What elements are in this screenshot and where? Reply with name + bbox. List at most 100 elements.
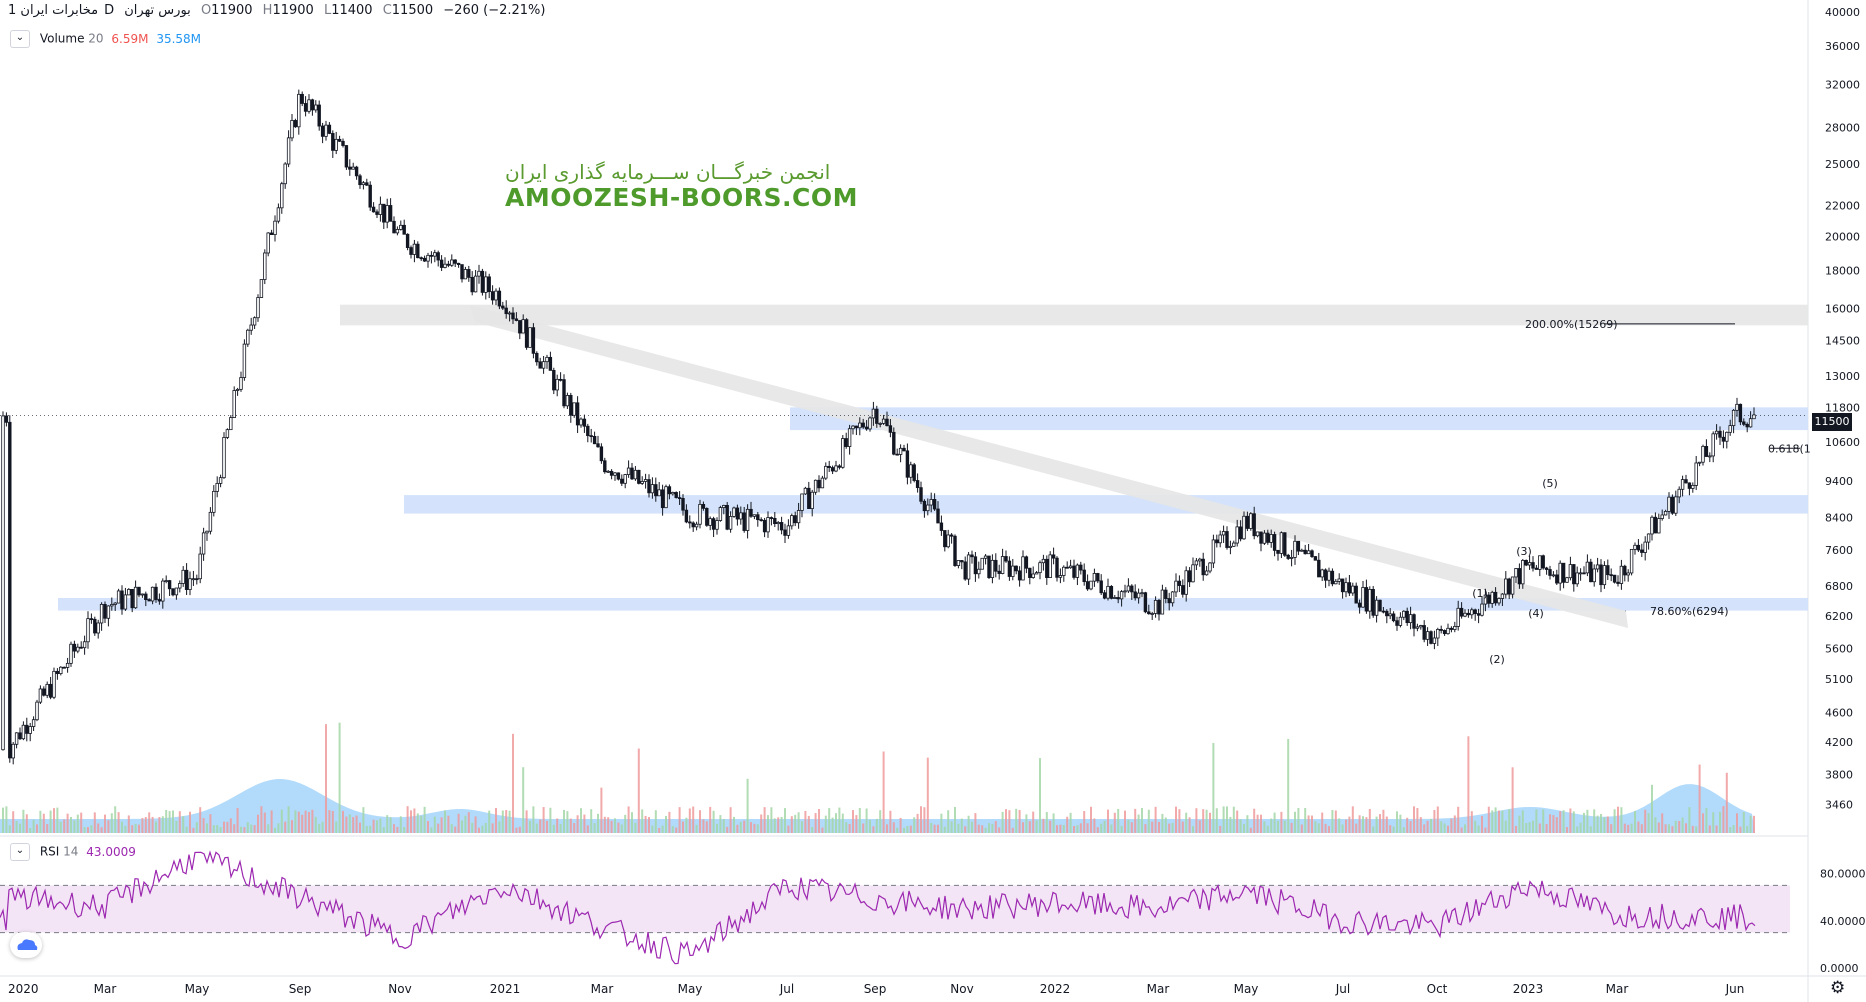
volume-bar [1382, 809, 1385, 833]
volume-bar [1294, 811, 1296, 833]
rsi-line [0, 850, 1756, 965]
candle-body [225, 429, 230, 438]
volume-bar [297, 811, 300, 833]
volume-bar [586, 825, 589, 833]
volume-bar [529, 820, 531, 833]
candle-body [154, 586, 158, 600]
candle-body [351, 166, 355, 170]
candle-body [895, 453, 899, 456]
volume-bar [19, 823, 21, 833]
volume-bar [1443, 823, 1446, 833]
candle-body [402, 224, 406, 235]
candle-body [1327, 570, 1331, 581]
volume-bar [1528, 822, 1531, 833]
volume-name[interactable]: Volume [39, 31, 85, 46]
volume-bar [1086, 823, 1089, 833]
volume-value-2: 35.58M [156, 31, 202, 46]
volume-bar [240, 826, 242, 833]
volume-bar [569, 818, 572, 833]
volume-bar [1494, 807, 1497, 833]
volume-bar [1668, 824, 1670, 833]
volume-bar [1739, 826, 1742, 833]
volume-bar [1212, 743, 1215, 833]
volume-bar [1379, 814, 1381, 833]
volume-bar [648, 817, 650, 833]
time-tick-label: Nov [950, 982, 973, 996]
volume-bar [746, 778, 749, 833]
candle-body [711, 518, 716, 530]
candle-body [1279, 532, 1284, 554]
candle-body [548, 356, 553, 371]
volume-bar [36, 824, 38, 833]
candle-body [45, 683, 49, 696]
volume-bar [682, 821, 684, 833]
rsi-name[interactable]: RSI [39, 844, 60, 859]
volume-bar [903, 827, 905, 833]
candle-body [1000, 556, 1005, 574]
exchange-name: بورس تهران [124, 3, 191, 18]
candle-body [864, 426, 869, 430]
candle-body [953, 535, 957, 566]
time-tick-label: 2021 [490, 982, 521, 996]
candle-body [31, 719, 36, 727]
candle-body [1065, 566, 1069, 569]
volume-bar [971, 821, 973, 833]
volume-bar [331, 810, 334, 833]
interval-label[interactable]: 1D [8, 3, 115, 18]
collapse-rsi-button[interactable]: ⌄ [10, 843, 30, 861]
candle-body [1412, 614, 1416, 629]
volume-bar [651, 825, 654, 833]
volume-bar [974, 813, 977, 833]
time-tick-label: Oct [1427, 982, 1448, 996]
candle-body [1089, 580, 1093, 590]
volume-bar [56, 807, 59, 833]
volume-bar [277, 823, 280, 833]
candle-body [963, 561, 967, 580]
candle-body [572, 402, 576, 416]
volume-bar [508, 810, 511, 833]
candle-body [664, 486, 668, 509]
candle-body [229, 417, 233, 431]
candle-body [1160, 589, 1165, 615]
volume-bar [1654, 817, 1657, 833]
candle-body [1599, 564, 1603, 586]
volume-bar [1090, 806, 1092, 833]
candle-body [59, 666, 63, 674]
candle-body [1310, 550, 1314, 557]
rsi-tick-label: 40.0000 [1820, 915, 1866, 928]
symbol-name[interactable]: مخابرات ایران [20, 3, 99, 18]
candle-body [691, 522, 695, 528]
candle-body [926, 504, 930, 512]
volume-bar [1606, 816, 1609, 833]
volume-bar [454, 826, 457, 833]
volume-bar [1457, 806, 1460, 833]
price-tick-label: 8400 [1825, 511, 1853, 524]
high-label: H [262, 3, 273, 18]
volume-bar [1661, 813, 1664, 833]
volume-bar [1732, 825, 1735, 833]
candle-body [504, 307, 508, 315]
price-tick-label: 3460 [1825, 799, 1853, 812]
wave-label: (4) [1528, 607, 1544, 620]
volume-bar [753, 823, 756, 833]
volume-bar [1297, 808, 1300, 833]
volume-bar [1345, 819, 1347, 833]
volume-bar [1365, 817, 1368, 833]
candle-body [1619, 565, 1624, 584]
candle-body [286, 137, 291, 165]
candle-body [1153, 599, 1158, 614]
collapse-volume-button[interactable]: ⌄ [10, 30, 30, 48]
tradingview-logo[interactable] [10, 932, 42, 958]
candle-body [1252, 513, 1256, 537]
volume-bar [1453, 815, 1456, 833]
volume-bar [1059, 824, 1062, 833]
volume-bar [899, 817, 902, 833]
volume-bar [801, 821, 803, 833]
volume-bar [1243, 823, 1245, 833]
volume-bar [1685, 823, 1687, 833]
candle-body [399, 224, 403, 230]
price-tick-label: 7600 [1825, 544, 1853, 557]
candle-body [796, 510, 801, 524]
gear-icon[interactable]: ⚙ [1830, 978, 1846, 998]
